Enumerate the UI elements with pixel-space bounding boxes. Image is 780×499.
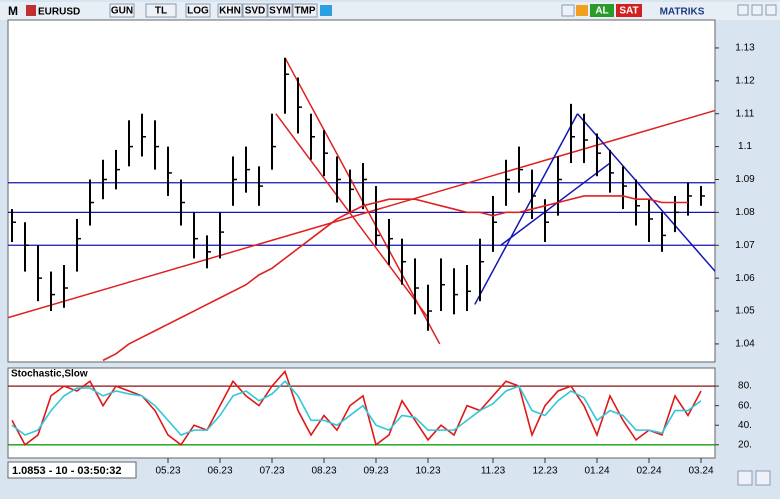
toolbar-button[interactable] [217, 3, 243, 18]
price-plot [7, 19, 716, 363]
maximize-button[interactable] [751, 4, 763, 16]
trend-line [474, 113, 579, 305]
series-line [11, 380, 702, 436]
y-tick-label: 1.06 [735, 273, 755, 284]
buy-label[interactable]: AL [595, 6, 608, 17]
flag-icon [26, 5, 36, 16]
refresh-button[interactable] [561, 4, 575, 17]
x-tick-label: 07.23 [259, 466, 284, 477]
y-tick-label: 1.13 [735, 43, 755, 54]
sync-button[interactable] [737, 470, 753, 486]
twitter-icon[interactable] [320, 5, 332, 16]
brand: MATRIKS [660, 7, 705, 18]
stoch-plot [7, 367, 716, 459]
y-tick-label: 80. [738, 381, 752, 392]
settings-button[interactable] [755, 470, 771, 486]
toolbar-button[interactable] [185, 3, 211, 18]
panel [8, 369, 715, 447]
toolbar-button[interactable] [145, 3, 177, 18]
buy-button[interactable] [590, 4, 614, 17]
close-button[interactable] [765, 4, 777, 16]
x-tick-label: 08.23 [311, 466, 336, 477]
sell-button[interactable] [616, 4, 642, 17]
y-tick-label: 1.09 [735, 174, 755, 185]
sell-label[interactable]: SAT [619, 6, 638, 17]
y-tick-label: 1.12 [735, 75, 755, 86]
x-tick-label: 03.24 [688, 466, 713, 477]
y-tick-label: 1.05 [735, 306, 755, 317]
series-line [102, 195, 688, 362]
x-tick-label: 12.23 [532, 466, 557, 477]
toolbar-button-label[interactable]: TL [155, 6, 167, 17]
toolbar-button-label[interactable]: KHN [219, 6, 241, 17]
x-tick-label: 06.23 [207, 466, 232, 477]
x-tick-label: 10.23 [415, 466, 440, 477]
toolbar-button-label[interactable]: SVD [245, 6, 266, 17]
y-tick-label: 1.1 [738, 141, 752, 152]
x-tick-label: 09.23 [363, 466, 388, 477]
x-tick-label: 11.23 [481, 466, 506, 477]
x-tick-label: 05.23 [155, 466, 180, 477]
y-tick-label: 1.08 [735, 207, 755, 218]
toolbar-button-label[interactable]: TMP [294, 6, 315, 17]
y-tick-label: 40. [738, 420, 752, 431]
trend-line [576, 113, 715, 273]
x-tick-label: 01.24 [584, 466, 609, 477]
panel-title: Stochastic,Slow [11, 369, 88, 380]
y-tick-label: 60. [738, 400, 752, 411]
toolbar-button[interactable] [292, 3, 318, 18]
toolbar-button[interactable] [242, 3, 268, 18]
toolbar-button-label[interactable]: SYM [269, 6, 291, 17]
y-tick-label: 1.07 [735, 240, 755, 251]
x-tick-label: 02.24 [636, 466, 661, 477]
minimize-button[interactable] [737, 4, 749, 16]
y-tick-label: 1.04 [735, 339, 755, 350]
trend-line [500, 162, 611, 246]
status: 1.0853 - 10 - 03:50:32 [12, 465, 121, 477]
y-tick-label: 20. [738, 439, 752, 450]
logo: M [8, 4, 18, 18]
panel [8, 57, 715, 362]
series-line [11, 369, 702, 447]
toolbar-button[interactable] [267, 3, 293, 18]
symbol[interactable]: EURUSD [38, 7, 80, 18]
status-box [7, 461, 137, 479]
flash-button[interactable] [576, 5, 588, 16]
y-tick-label: 1.11 [736, 108, 755, 119]
toolbar-button-label[interactable]: LOG [187, 6, 209, 17]
toolbar-button-label[interactable]: GUN [111, 6, 133, 17]
toolbar-button[interactable] [109, 3, 135, 18]
